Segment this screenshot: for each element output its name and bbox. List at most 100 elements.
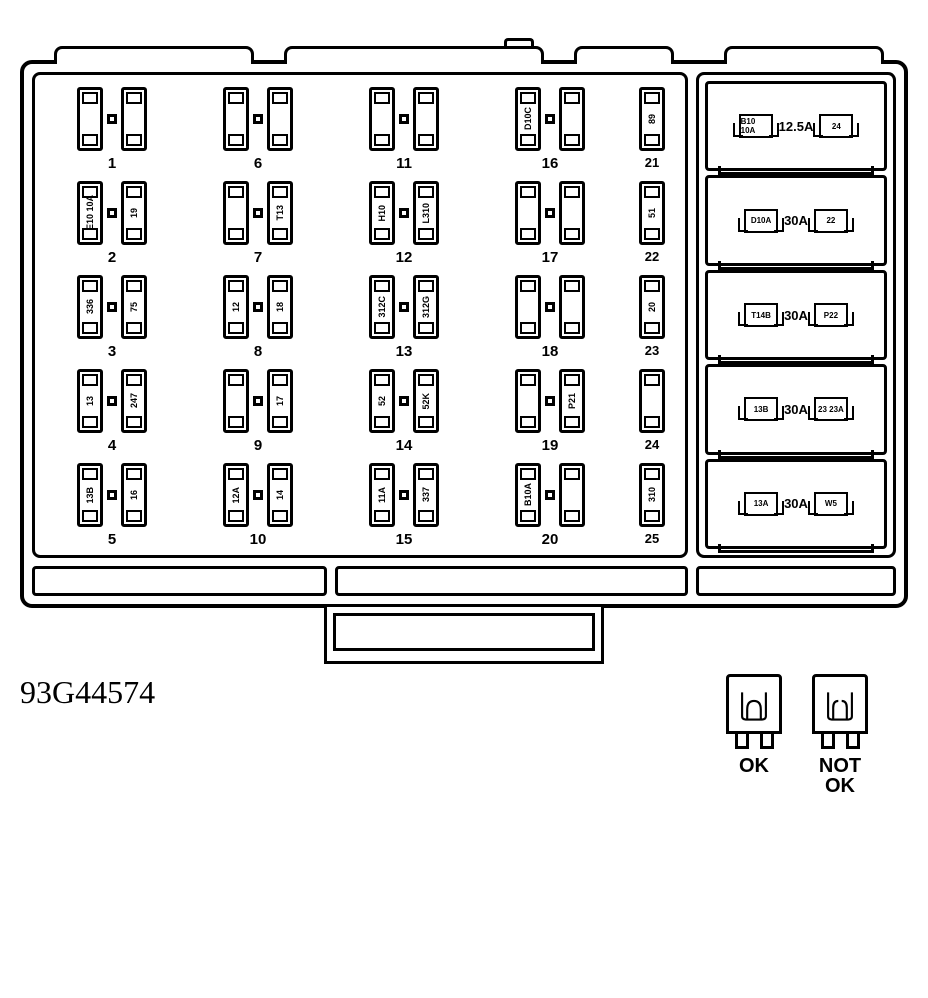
position-number: 11	[396, 155, 412, 175]
fuse-slot: 12	[223, 275, 249, 339]
fuse-position-22: 51 22	[627, 179, 677, 269]
top-tab	[724, 46, 884, 64]
fuse-label: 20	[648, 302, 657, 312]
relay-amperage: 30A	[784, 308, 808, 323]
relay-box: 13A	[744, 492, 778, 516]
bottom-segment	[335, 566, 688, 596]
fuse-label: 52K	[422, 393, 431, 410]
fuse-slot	[559, 463, 585, 527]
fuse-label: 12A	[232, 487, 241, 504]
fuse-position-6: 6	[189, 85, 327, 175]
relay-amperage: 30A	[784, 213, 808, 228]
fuse-label: 14	[276, 490, 285, 500]
position-number: 9	[254, 437, 262, 457]
relay-box: 22	[814, 209, 848, 233]
fuse-slot: 17	[267, 369, 293, 433]
connector-icon	[107, 490, 117, 500]
fuse-position-14: 5252K14	[335, 367, 473, 457]
fuse-slot: H10	[369, 181, 395, 245]
bottom-connector-inner	[333, 613, 595, 651]
fuse-slot: 336	[77, 275, 103, 339]
fuse-slot	[639, 369, 665, 433]
fuse-position-18: 18	[481, 273, 619, 363]
relay-slot-2: D10A30A22	[705, 175, 887, 265]
fuse-label: 336	[86, 299, 95, 314]
fuse-label: T13	[276, 205, 285, 221]
fuse-position-16: D10C16	[481, 85, 619, 175]
fuse-slot	[77, 87, 103, 151]
fuse-slot	[223, 87, 249, 151]
fuse-slot	[515, 369, 541, 433]
fuse-label: 51	[648, 208, 657, 218]
fuse-position-3: 336753	[43, 273, 181, 363]
top-tabs	[24, 46, 904, 64]
position-number: 24	[645, 437, 659, 457]
fuse-slot: L310	[413, 181, 439, 245]
legend-ok: OK	[726, 674, 782, 796]
relay-box: W5	[814, 492, 848, 516]
relay-amperage: 30A	[784, 496, 808, 511]
fusebox-diagram: 1611D10C168921E10 10A192T137H10L31012175…	[20, 60, 908, 608]
fuse-slot: 16	[121, 463, 147, 527]
fuse-label: 13	[86, 396, 95, 406]
fuse-slot	[515, 275, 541, 339]
fuse-slot: 51	[639, 181, 665, 245]
fuse-slot	[559, 181, 585, 245]
fuse-position-7: T137	[189, 179, 327, 269]
top-tab	[284, 46, 544, 64]
fuse-position-1: 1	[43, 85, 181, 175]
relay-slot-5: 13A 30A W5	[705, 459, 887, 549]
fuse-label: 18	[276, 302, 285, 312]
relay-box: 23 23A	[814, 397, 848, 421]
connector-icon	[107, 396, 117, 406]
fuse-slot: 310	[639, 463, 665, 527]
position-number: 15	[396, 531, 413, 551]
fuse-slot	[559, 87, 585, 151]
fuse-label: 11A	[378, 487, 387, 503]
connector-icon	[107, 208, 117, 218]
position-number: 23	[645, 343, 659, 363]
fuse-position-13: 312C312G13	[335, 273, 473, 363]
fuse-label: B10A	[524, 483, 533, 506]
fuse-label: 337	[422, 487, 431, 502]
relay-slot-4: 13B30A23 23A	[705, 364, 887, 454]
fuse-label: 310	[648, 487, 657, 502]
fuse-position-23: 2023	[627, 273, 677, 363]
position-number: 20	[542, 531, 559, 551]
fuse-label: L310	[422, 203, 431, 224]
fuse-label: 13B	[86, 487, 95, 504]
position-number: 25	[645, 531, 659, 551]
fuse-position-4: 132474	[43, 367, 181, 457]
connector-icon	[399, 208, 409, 218]
relay-box: T14B	[744, 303, 778, 327]
top-tab	[574, 46, 674, 64]
fuse-label: 17	[276, 396, 285, 406]
fuse-slot	[369, 87, 395, 151]
legend-not-ok: NOTOK	[812, 674, 868, 796]
fuse-position-19: P2119	[481, 367, 619, 457]
fuse-slot	[223, 369, 249, 433]
fuse-slot: 18	[267, 275, 293, 339]
fuse-label: E10 10A	[86, 195, 95, 230]
part-number: 93G44574	[20, 674, 155, 711]
fuse-slot: 52K	[413, 369, 439, 433]
relay-box: 13B	[744, 397, 778, 421]
fuse-position-25: 310 25	[627, 461, 677, 551]
connector-icon	[545, 302, 555, 312]
fuse-label: 16	[130, 490, 139, 500]
relay-slot-3: T14B30AP22	[705, 270, 887, 360]
position-number: 22	[645, 249, 659, 269]
fuse-label: 52	[378, 396, 387, 406]
fuse-slot: 89	[639, 87, 665, 151]
fuse-label: 89	[648, 114, 657, 124]
connector-icon	[253, 396, 263, 406]
connector-icon	[253, 208, 263, 218]
connector-icon	[107, 114, 117, 124]
fuse-position-2: E10 10A192	[43, 179, 181, 269]
fuse-slot: T13	[267, 181, 293, 245]
main-fuse-panel: 1611D10C168921E10 10A192T137H10L31012175…	[32, 72, 688, 558]
fuse-slot: D10C	[515, 87, 541, 151]
fuse-slot: 75	[121, 275, 147, 339]
connector-icon	[545, 114, 555, 124]
connector-icon	[545, 208, 555, 218]
